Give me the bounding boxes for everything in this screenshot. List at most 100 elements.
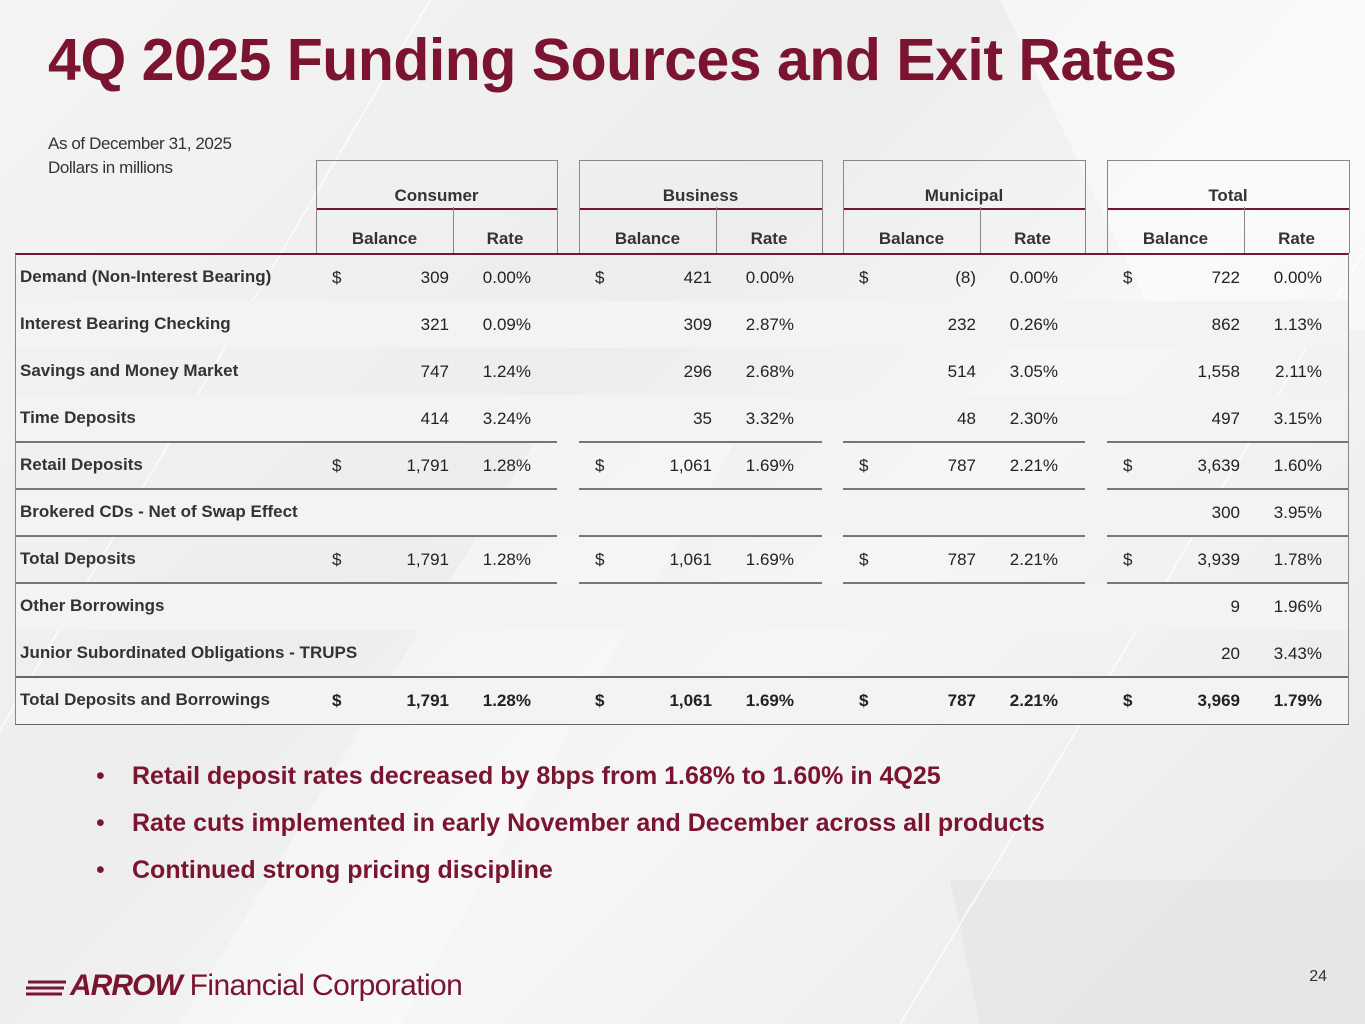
header-divider (1244, 207, 1245, 253)
currency-symbol: $ (595, 691, 605, 710)
header-divider (843, 160, 844, 253)
balance-value: (8) (955, 268, 976, 287)
row-divider (579, 441, 822, 443)
rate-value: 0.09% (482, 315, 531, 334)
rate-value (980, 583, 1058, 630)
balance-header: Balance (843, 207, 980, 255)
bullet-text: Continued strong pricing discipline (132, 856, 553, 884)
header-divider (1107, 160, 1108, 253)
row-divider (316, 582, 557, 584)
balance-value: 35 (693, 409, 712, 428)
balance-value: 309 (420, 268, 449, 287)
row-divider (316, 488, 557, 490)
row-label: Other Borrowings (20, 596, 165, 615)
header-divider (980, 207, 981, 253)
currency-symbol: $ (1123, 268, 1133, 287)
balance-value: 1,061 (669, 691, 712, 710)
rate-value (716, 489, 794, 536)
rate-value: 2.21% (1009, 456, 1058, 475)
rate-value: 1.69% (745, 550, 794, 569)
logo-mark: ARROW (70, 969, 183, 1002)
arrow-logo-icon (26, 980, 66, 996)
bullet-item: • Rate cuts implemented in early November… (96, 803, 1045, 850)
balance-value: 3,939 (1197, 550, 1240, 569)
balance-value: 497 (1211, 409, 1240, 428)
rate-value: 1.96% (1273, 597, 1322, 616)
currency-symbol: $ (332, 550, 342, 569)
row-label: Junior Subordinated Obligations - TRUPS (20, 643, 358, 662)
header-divider (822, 160, 823, 253)
balance-value: 1,061 (669, 456, 712, 475)
balance-value: 1,791 (406, 456, 449, 475)
header-divider (1349, 160, 1350, 253)
row-divider (316, 535, 557, 537)
rate-value: 0.26% (1009, 315, 1058, 334)
row-label: Retail Deposits (20, 455, 143, 474)
rate-value: 3.32% (745, 409, 794, 428)
table-row: Interest Bearing Checking 321 0.09% 309 2.87… (15, 301, 1349, 348)
rate-header: Rate (716, 207, 822, 255)
table-border (1348, 254, 1349, 724)
currency-symbol: $ (332, 268, 342, 287)
row-divider (15, 724, 1349, 725)
row-divider (579, 535, 822, 537)
rate-header: Rate (1244, 207, 1349, 255)
rate-value: 2.30% (1009, 409, 1058, 428)
rate-value: 1.28% (482, 550, 531, 569)
rate-value: 1.69% (745, 691, 794, 710)
rate-value: 2.21% (1009, 550, 1058, 569)
header-divider (1085, 160, 1086, 253)
rate-value: 1.69% (745, 456, 794, 475)
balance-value (843, 583, 976, 630)
balance-value: 48 (957, 409, 976, 428)
balance-value: 747 (420, 362, 449, 381)
balance-value: 514 (947, 362, 976, 381)
currency-symbol: $ (332, 691, 342, 710)
as-of-date: As of December 31, 2025 (48, 134, 232, 153)
rate-value: 1.79% (1273, 691, 1322, 710)
row-divider (843, 582, 1085, 584)
row-label: Brokered CDs - Net of Swap Effect (20, 502, 298, 521)
balance-value: 9 (1230, 597, 1240, 616)
row-divider (15, 535, 469, 537)
table-row: Time Deposits 414 3.24% 35 3.32% 48 2.30% 497 3.… (15, 395, 1349, 442)
row-label: Total Deposits (20, 549, 136, 568)
balance-value: 1,061 (669, 550, 712, 569)
rate-value: 1.24% (482, 362, 531, 381)
rate-value: 2.87% (745, 315, 794, 334)
rate-value: 3.05% (1009, 362, 1058, 381)
row-divider (1107, 488, 1349, 490)
row-divider (579, 582, 822, 584)
row-label: Time Deposits (20, 408, 136, 427)
page-title: 4Q 2025 Funding Sources and Exit Rates (48, 27, 1177, 93)
table-row: Junior Subordinated Obligations - TRUPS 2… (15, 630, 1349, 677)
row-divider (1107, 441, 1349, 443)
row-divider (579, 488, 822, 490)
rate-value (453, 583, 531, 630)
row-divider (15, 441, 469, 443)
header-divider (716, 207, 717, 253)
bullet-text: Retail deposit rates decreased by 8bps f… (132, 762, 941, 790)
rate-value: 0.00% (482, 268, 531, 287)
rate-value: 1.28% (482, 691, 531, 710)
rate-value: 0.00% (1273, 268, 1322, 287)
balance-header: Balance (316, 207, 453, 255)
balance-value: 722 (1211, 268, 1240, 287)
bullet-item: • Continued strong pricing discipline (96, 850, 1045, 897)
balance-value: 3,639 (1197, 456, 1240, 475)
rate-value (716, 630, 794, 677)
header-divider (557, 160, 558, 253)
page-number: 24 (1309, 968, 1327, 985)
balance-value: 787 (947, 456, 976, 475)
row-divider (1107, 582, 1349, 584)
rate-value: 0.00% (1009, 268, 1058, 287)
rate-value (980, 630, 1058, 677)
balance-value (316, 630, 449, 677)
currency-symbol: $ (859, 268, 869, 287)
row-label: Total Deposits and Borrowings (20, 690, 270, 709)
rate-value: 2.21% (1009, 691, 1058, 710)
row-divider (15, 488, 469, 490)
currency-symbol: $ (859, 691, 869, 710)
subtitle: As of December 31, 2025 Dollars in milli… (48, 132, 232, 180)
row-divider (15, 676, 1349, 678)
